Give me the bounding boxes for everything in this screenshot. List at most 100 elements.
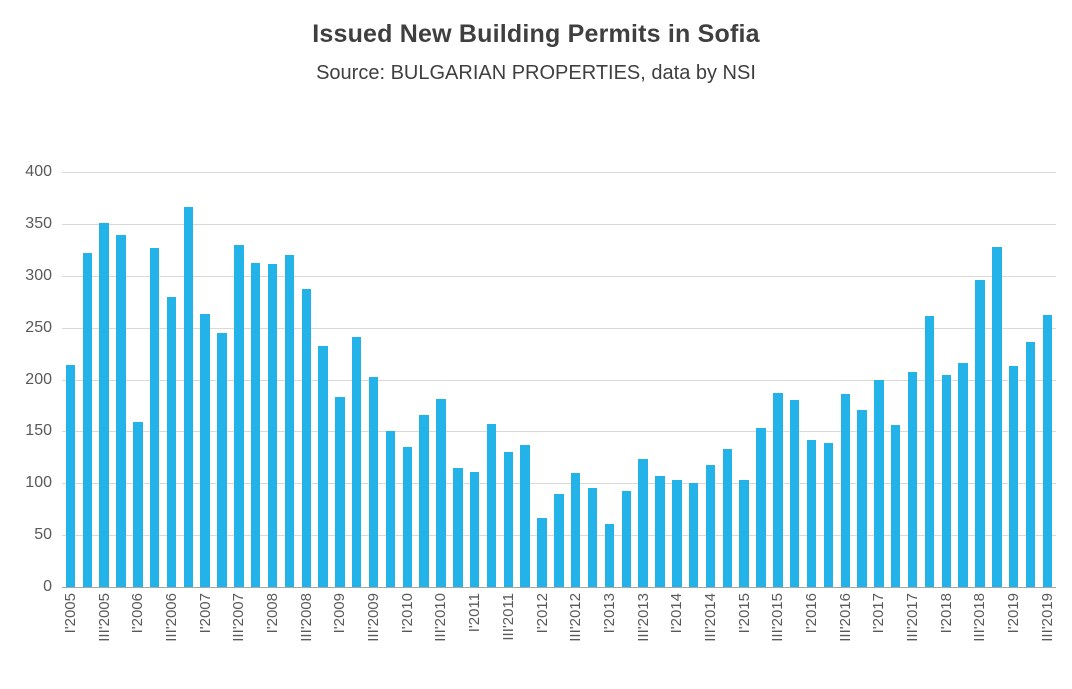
bar-slot [365,172,382,587]
bar [436,399,446,587]
bar [200,314,210,587]
bar-slot [618,172,635,587]
bar-slot [1039,172,1056,587]
x-slot: I'2018 [938,593,955,685]
bar [604,523,615,587]
bar-slot [433,172,450,587]
y-axis: 0 50 100 150 200 250 300 350 400 [0,163,52,595]
bar [1008,366,1019,587]
gridline [62,327,1056,329]
bar [82,252,92,587]
bar-slot [837,172,854,587]
bar [250,263,261,587]
x-slot: III'2014 [702,593,719,685]
x-slot: III'2018 [971,593,989,685]
x-slot: III'2011 [500,593,517,685]
bar-slot [348,172,365,587]
x-tick-label: III'2016 [836,593,854,642]
y-tick-label: 100 [25,474,52,492]
bar [1025,342,1036,587]
bar [705,464,716,587]
bar-slot [281,172,298,587]
gridline [62,223,1056,225]
y-tick-label: 200 [25,370,52,388]
bar [520,444,530,587]
bar [554,493,564,587]
gridline [62,483,1056,485]
x-slot [382,593,399,685]
bar [284,255,295,587]
x-slot [685,593,702,685]
bar-slot [247,172,264,587]
x-tick-label: III'2014 [701,593,719,642]
bar [992,246,1002,587]
bar-slot [786,172,803,587]
x-slot: I'2019 [1005,593,1022,685]
x-tick-label: I'2006 [129,593,147,634]
x-tick-label: I'2013 [600,593,618,634]
bar [638,459,648,587]
y-tick-label: 50 [34,526,52,544]
x-slot [348,593,365,685]
x-slot [79,593,96,685]
bar-slot [887,172,904,587]
bar [402,446,412,587]
x-slot [584,593,601,685]
bar-slot [180,172,197,587]
bar-slot [113,172,130,587]
bar [149,247,160,587]
x-slot: I'2013 [601,593,618,685]
bar-slot [685,172,702,587]
bar [469,471,480,587]
bar [975,279,985,587]
x-tick-label: III'2017 [904,593,922,642]
bar [571,472,581,587]
x-tick-label: III'2010 [432,593,450,642]
bar [924,316,935,587]
x-slot [113,593,130,685]
bar-slot [854,172,871,587]
bar-slot [803,172,820,587]
x-slot [820,593,837,685]
x-tick-label: I'2012 [533,593,551,634]
bar [688,483,699,587]
x-slot [753,593,770,685]
bar [739,480,749,587]
bar-slot [230,172,247,587]
x-tick-label: III'2018 [971,593,989,642]
chart-subtitle: Source: BULGARIAN PROPERTIES, data by NS… [316,62,756,84]
bar-slot [702,172,719,587]
bar-slot [449,172,466,587]
x-tick-label: I'2018 [937,593,955,634]
x-tick-label: I'2017 [870,593,888,634]
bar [958,362,968,587]
bar-slot [332,172,349,587]
x-slot: I'2007 [197,593,214,685]
x-tick-label: III'2013 [634,593,652,642]
x-slot: I'2010 [399,593,416,685]
bar [352,336,362,587]
bar-series [62,172,1056,587]
x-slot [618,593,635,685]
bar [891,425,901,587]
x-slot [483,593,500,685]
gridline [62,379,1056,381]
x-slot: I'2008 [264,593,281,685]
bar-slot [483,172,500,587]
bar [823,442,834,587]
bar-slot [921,172,938,587]
x-slot: III'2015 [769,593,786,685]
x-tick-label: III'2006 [162,593,180,642]
bar-slot [955,172,972,587]
bar [621,490,631,587]
bar [234,244,244,587]
y-tick-label: 150 [25,422,52,440]
bar-slot [769,172,786,587]
bar-slot [584,172,601,587]
bar-slot [163,172,180,587]
bar [65,364,76,587]
x-axis-line [62,587,1056,588]
x-slot [786,593,803,685]
gridline [62,275,1056,277]
